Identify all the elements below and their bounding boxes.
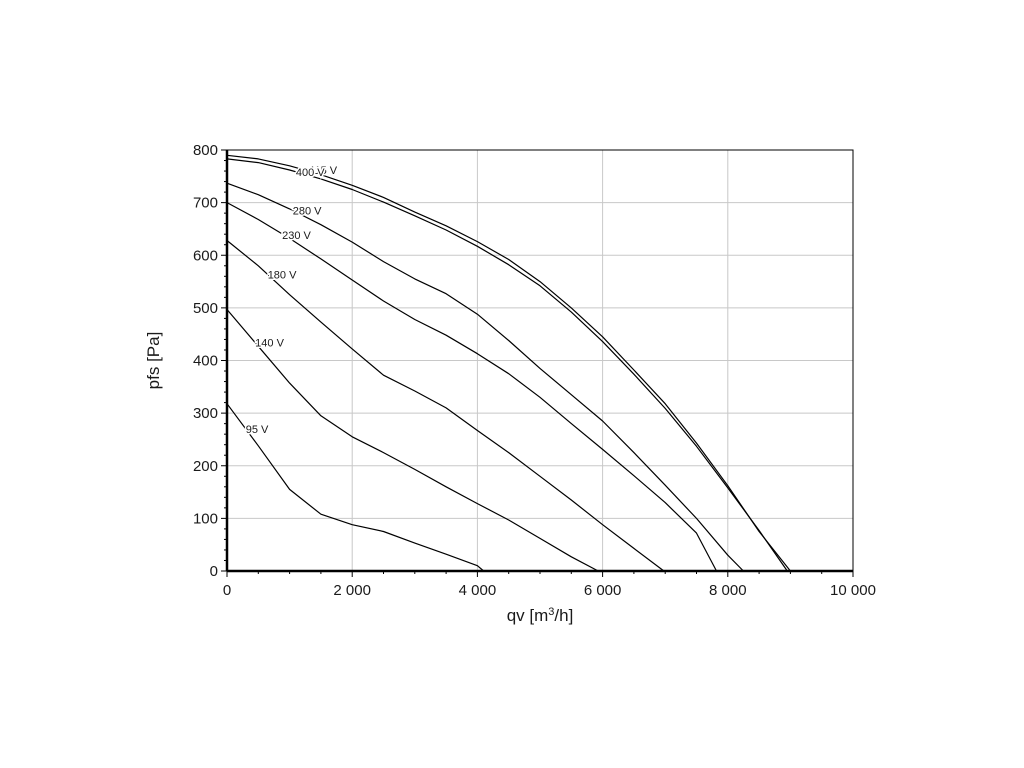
x-axis-label-main: qv [m xyxy=(507,606,549,625)
y-tick-label: 300 xyxy=(193,405,218,422)
y-axis-label: pfs [Pa] xyxy=(144,332,163,390)
curve-400v xyxy=(226,158,788,572)
curve-label: 140 V xyxy=(255,338,284,350)
y-tick-label: 600 xyxy=(193,247,218,264)
y-tick-label: 200 xyxy=(193,458,218,475)
y-tick-label: 400 xyxy=(193,353,218,370)
curve-label: 230 V xyxy=(282,230,311,242)
curve-140v xyxy=(226,309,599,572)
curve-95v xyxy=(226,403,485,572)
curve-label: 180 V xyxy=(268,269,297,281)
x-axis-label-suffix: /h] xyxy=(554,606,573,625)
y-tick-label: 0 xyxy=(210,563,218,580)
curve-label: 280 V xyxy=(293,206,322,218)
x-tick-label: 6 000 xyxy=(584,582,622,599)
curve-label: 415 V xyxy=(308,165,337,177)
x-tick-label: 2 000 xyxy=(333,582,371,599)
y-tick-label: 800 xyxy=(193,142,218,159)
tick-labels: 0 2 000 4 000 6 000 8 000 10 000 0 100 200 300 400… xyxy=(193,142,876,599)
x-tick-label: 4 000 xyxy=(459,582,497,599)
y-tick-label: 700 xyxy=(193,195,218,212)
curve-label: 95 V xyxy=(246,424,269,436)
x-axis-label: qv [m3/h] xyxy=(507,606,574,625)
curves xyxy=(226,154,791,572)
y-tick-label: 500 xyxy=(193,300,218,317)
curve-label: 400 V xyxy=(296,167,325,179)
y-tick-label: 100 xyxy=(193,510,218,527)
x-tick-label: 8 000 xyxy=(709,582,747,599)
curve-415v xyxy=(226,154,791,572)
curve-280v xyxy=(226,182,744,572)
x-tick-label: 10 000 xyxy=(830,582,876,599)
curve-180v xyxy=(226,240,665,572)
curve-230v xyxy=(226,202,718,572)
x-tick-label: 0 xyxy=(223,582,231,599)
x-axis-label-sup: 3 xyxy=(548,606,554,618)
